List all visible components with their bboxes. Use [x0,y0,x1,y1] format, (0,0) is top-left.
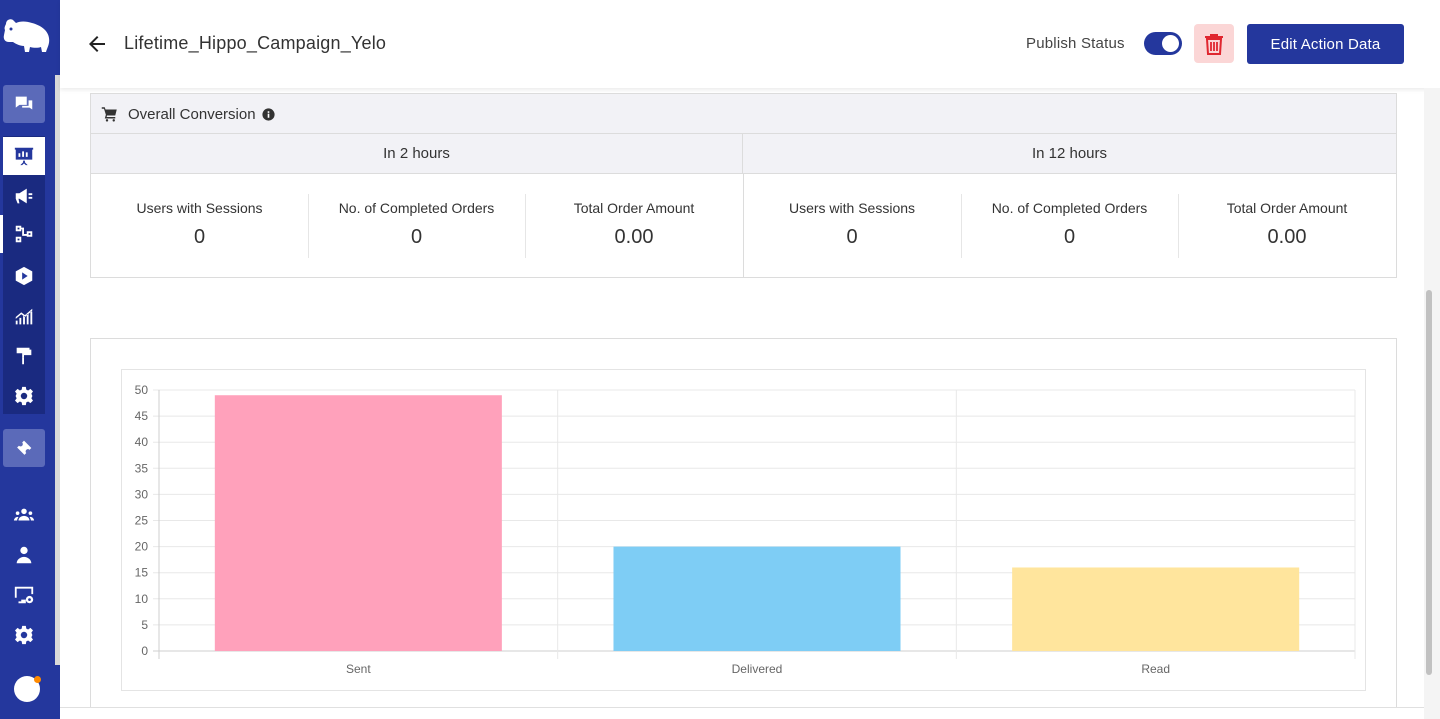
y-tick-label: 30 [135,487,149,501]
x-tick-label: Read [1141,662,1170,676]
hippo-logo-icon[interactable] [2,16,52,58]
play-hexagon-icon [15,266,33,286]
metric-label: Total Order Amount [1226,200,1348,216]
delivery-bar-chart: 0 5 10 15 20 25 30 35 40 45 50 Sent Delivered Read [135,383,1356,676]
metric-value: 0.00 [614,226,654,248]
back-arrow-icon[interactable] [85,32,109,56]
publish-status-toggle[interactable] [1144,32,1182,55]
metric-cell: No. of Completed Orders 0 [308,174,525,278]
sidebar-item-devices[interactable] [3,576,45,614]
period-header-row: In 2 hours In 12 hours [91,134,1396,174]
conversion-card-header: Overall Conversion [91,94,1396,134]
gear-icon [15,386,33,406]
bar-read[interactable] [1012,567,1300,651]
metric-cell: Users with Sessions 0 [91,174,308,278]
user-icon [16,546,32,564]
metric-label: Users with Sessions [136,200,263,216]
conversion-title: Overall Conversion [128,106,256,123]
ticket-icon [17,440,32,455]
metric-label: No. of Completed Orders [991,200,1148,216]
y-tick-label: 40 [135,435,149,449]
y-tick-label: 15 [135,566,149,580]
sidebar-item-customize[interactable] [3,337,45,375]
metric-divider [1178,194,1179,258]
period-label: In 2 hours [91,134,743,174]
sidebar-item-teams[interactable] [3,496,45,534]
metric-value: 0 [846,226,858,248]
status-dot [34,676,41,683]
y-tick-label: 45 [135,409,149,423]
sidebar-item-chat[interactable] [3,85,45,123]
info-icon[interactable] [262,108,275,121]
y-tick-label: 50 [135,383,149,397]
toggle-knob [1162,35,1179,52]
bar-delivered[interactable] [613,546,901,651]
sidebar-item-tickets[interactable] [3,429,45,467]
metric-divider [308,194,309,258]
period-label: In 12 hours [1031,145,1108,162]
y-tick-label: 25 [135,514,149,528]
y-tick-label: 35 [135,461,149,475]
delete-button[interactable] [1194,24,1234,63]
page-title: Lifetime_Hippo_Campaign_Yelo [124,33,387,53]
cart-icon [101,107,117,122]
paint-roller-icon [16,347,32,365]
metric-cell: Users with Sessions 0 [743,174,961,278]
metric-label: Total Order Amount [573,200,695,216]
sidebar-item-config[interactable] [3,616,45,654]
users-icon [13,508,35,521]
overall-conversion-card: Overall Conversion In 2 hours In 12 hour… [90,93,1397,278]
x-tick-label: Sent [346,662,371,676]
sidebar-item-media[interactable] [3,257,45,295]
monitor-settings-icon [14,586,34,604]
metric-value: 0 [410,226,423,248]
metric-value: 0 [1063,226,1076,248]
sidebar-scrollbar[interactable] [55,75,60,665]
sidebar-item-analytics[interactable] [3,298,45,336]
metric-value: 0.00 [1267,226,1307,248]
x-tick-label: Delivered [732,662,783,676]
analytics-icon [15,308,33,325]
y-tick-label: 20 [135,540,149,554]
metric-cell: No. of Completed Orders 0 [961,174,1178,278]
sidebar [0,0,60,719]
bar-sent[interactable] [214,395,502,651]
page-scrollbar-thumb[interactable] [1426,290,1432,675]
sidebar-item-flows[interactable] [3,215,45,253]
bottom-edge [60,707,1424,719]
gear-icon [15,625,33,645]
flow-icon [15,225,33,243]
sidebar-item-settings[interactable] [3,377,45,415]
metric-label: No. of Completed Orders [338,200,495,216]
edit-action-data-button[interactable]: Edit Action Data [1247,24,1404,64]
trash-icon [1205,33,1223,55]
metric-value: 0 [193,226,206,248]
metric-divider [961,194,962,258]
sidebar-item-campaigns[interactable] [3,137,45,175]
publish-status-label: Publish Status [1026,35,1125,52]
metric-divider [525,194,526,258]
y-tick-label: 0 [141,644,148,658]
y-tick-label: 5 [141,618,148,632]
y-tick-label: 10 [135,592,149,606]
chat-icon [15,96,33,110]
sidebar-active-marker [0,215,3,253]
megaphone-icon [15,188,33,204]
metric-cell: Total Order Amount 0.00 [1178,174,1396,278]
metric-cell: Total Order Amount 0.00 [525,174,743,278]
period-divider [743,174,744,278]
metric-label: Users with Sessions [788,200,916,216]
sidebar-item-broadcast[interactable] [3,177,45,215]
sidebar-item-profile[interactable] [3,536,45,574]
presentation-chart-icon [14,147,34,166]
